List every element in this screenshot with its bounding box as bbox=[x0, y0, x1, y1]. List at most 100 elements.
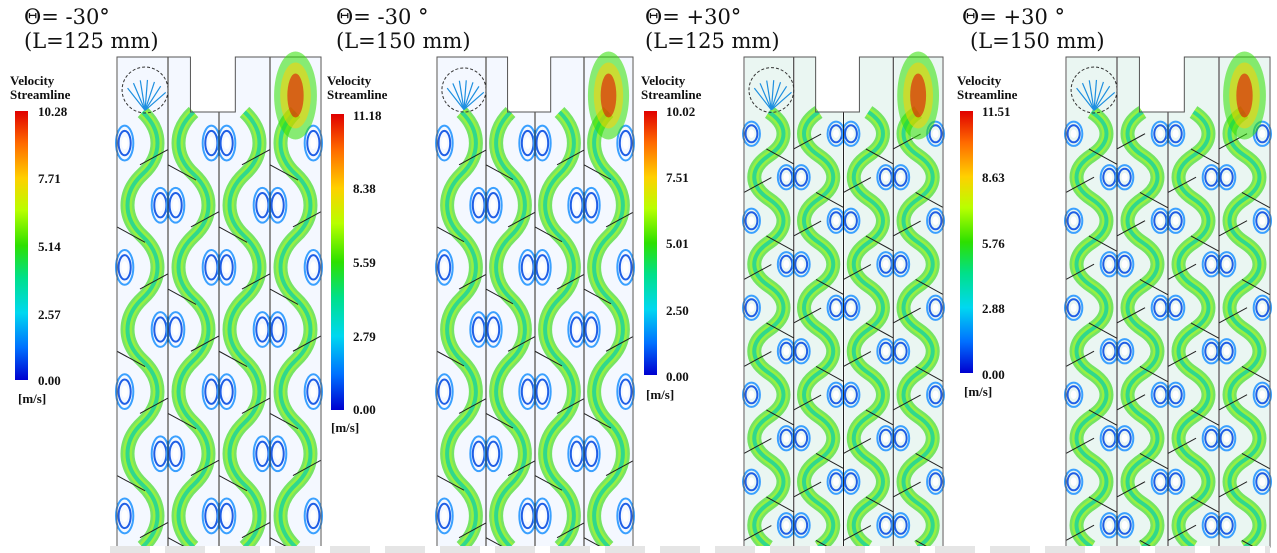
vortex-cell bbox=[267, 435, 288, 473]
vortex-cell bbox=[841, 381, 861, 408]
vortex-cell bbox=[926, 381, 945, 408]
streamline-plot-1 bbox=[114, 51, 324, 553]
vortex-cell bbox=[1208, 172, 1215, 182]
vortex-cell bbox=[744, 472, 759, 492]
baffle-line bbox=[458, 398, 487, 414]
legend-tick: 2.50 bbox=[666, 303, 689, 318]
baffle-line bbox=[1167, 437, 1197, 454]
footer-divider bbox=[110, 546, 1270, 553]
baffle-line bbox=[1241, 192, 1271, 209]
vortex-cell bbox=[1255, 298, 1270, 318]
vortex-cell bbox=[848, 216, 854, 226]
baffle-line bbox=[1116, 394, 1146, 411]
vortex-cell bbox=[783, 433, 790, 443]
vortex-cell bbox=[1117, 428, 1132, 448]
vortex-cell bbox=[303, 497, 324, 535]
baffle-line bbox=[1088, 409, 1118, 426]
inlet-notch bbox=[190, 57, 236, 112]
vortex-cell bbox=[1168, 124, 1183, 144]
vortex-cell bbox=[310, 136, 317, 150]
vortex-cell bbox=[744, 298, 759, 318]
vortex-cell bbox=[1223, 520, 1230, 530]
baffle-line bbox=[507, 460, 536, 476]
vortex-cell bbox=[1121, 346, 1128, 356]
vortex-cell bbox=[486, 440, 501, 467]
baffle-line bbox=[843, 351, 872, 367]
flow-streamline bbox=[851, 110, 885, 549]
caption-length-1: (L=125 mm) bbox=[24, 29, 159, 53]
flow-streamline bbox=[802, 110, 836, 549]
vortex-cell bbox=[1259, 216, 1266, 226]
vortex-cell bbox=[588, 323, 595, 336]
baffle-line bbox=[583, 412, 612, 429]
baffle-line bbox=[1190, 409, 1220, 426]
baffle-line bbox=[915, 453, 944, 469]
vortex-cell bbox=[535, 502, 550, 530]
high-velocity-vortex bbox=[287, 73, 304, 118]
vortex-cell bbox=[1165, 294, 1186, 321]
inlet-notch bbox=[1139, 57, 1185, 112]
vortex-cell bbox=[172, 447, 179, 460]
vortex-cell bbox=[168, 440, 183, 467]
vortex-cell bbox=[893, 167, 908, 187]
baffle-line bbox=[893, 481, 921, 498]
vortex-cell bbox=[306, 254, 321, 281]
vortex-cell bbox=[897, 433, 904, 443]
baffle-line bbox=[1218, 307, 1248, 324]
baffle-line bbox=[915, 366, 944, 382]
streamline-svg bbox=[742, 51, 945, 553]
vortex-cell bbox=[1252, 468, 1273, 495]
baffle-line bbox=[815, 192, 844, 208]
vortex-cell bbox=[748, 216, 755, 226]
vortex-cell bbox=[573, 447, 580, 460]
baffle-line bbox=[743, 525, 772, 541]
vortex-cell bbox=[618, 129, 633, 157]
vortex-cell bbox=[794, 428, 809, 448]
baffle-line bbox=[605, 460, 634, 476]
baffle-line bbox=[436, 475, 465, 491]
inlet-streamline bbox=[770, 80, 775, 110]
legend-tick: 2.88 bbox=[982, 301, 1005, 316]
inlet-streamline bbox=[446, 87, 465, 110]
vortex-cell bbox=[310, 261, 317, 274]
vortex-cell bbox=[274, 199, 281, 212]
baffle-line bbox=[485, 412, 514, 429]
baffle-line bbox=[1190, 322, 1220, 339]
color-scale-bar bbox=[644, 111, 657, 375]
flow-streamline bbox=[752, 110, 786, 549]
vortex-cell bbox=[1208, 346, 1215, 356]
vortex-cell bbox=[223, 385, 230, 398]
vortex-cell bbox=[791, 338, 811, 365]
vortex-cell bbox=[270, 192, 285, 219]
vortex-cell bbox=[616, 497, 635, 535]
legend-unit: [m/s] bbox=[18, 391, 47, 406]
vortex-cell bbox=[267, 186, 288, 224]
vortex-cell bbox=[791, 512, 811, 539]
vortex-cell bbox=[1259, 390, 1266, 400]
vortex-cell bbox=[539, 136, 546, 150]
vortex-cell bbox=[1114, 425, 1135, 452]
inlet-fan bbox=[441, 67, 487, 113]
vortex-cell bbox=[791, 251, 811, 278]
vortex-cell bbox=[897, 172, 904, 182]
baffle-line bbox=[241, 397, 271, 414]
inlet-streamline bbox=[127, 87, 146, 111]
vortex-cell bbox=[882, 259, 889, 269]
flow-streamline bbox=[1176, 110, 1211, 549]
vortex-cell bbox=[475, 447, 482, 460]
vortex-cell bbox=[926, 207, 945, 234]
vortex-cell bbox=[1106, 346, 1113, 356]
inlet-streamline bbox=[759, 83, 772, 111]
baffle-line bbox=[292, 335, 322, 352]
inlet-streamline bbox=[1093, 79, 1098, 111]
vortex-cell bbox=[893, 515, 908, 535]
vortex-cell bbox=[208, 385, 215, 398]
legend-tick: 0.00 bbox=[353, 402, 376, 417]
vortex-cell bbox=[1063, 294, 1084, 321]
vortex-cell bbox=[168, 192, 183, 219]
high-velocity-vortex bbox=[910, 73, 927, 118]
vortex-cell bbox=[1255, 211, 1270, 231]
vortex-cell bbox=[748, 303, 755, 313]
vortex-cell bbox=[437, 502, 452, 530]
vortex-cell bbox=[928, 124, 943, 144]
